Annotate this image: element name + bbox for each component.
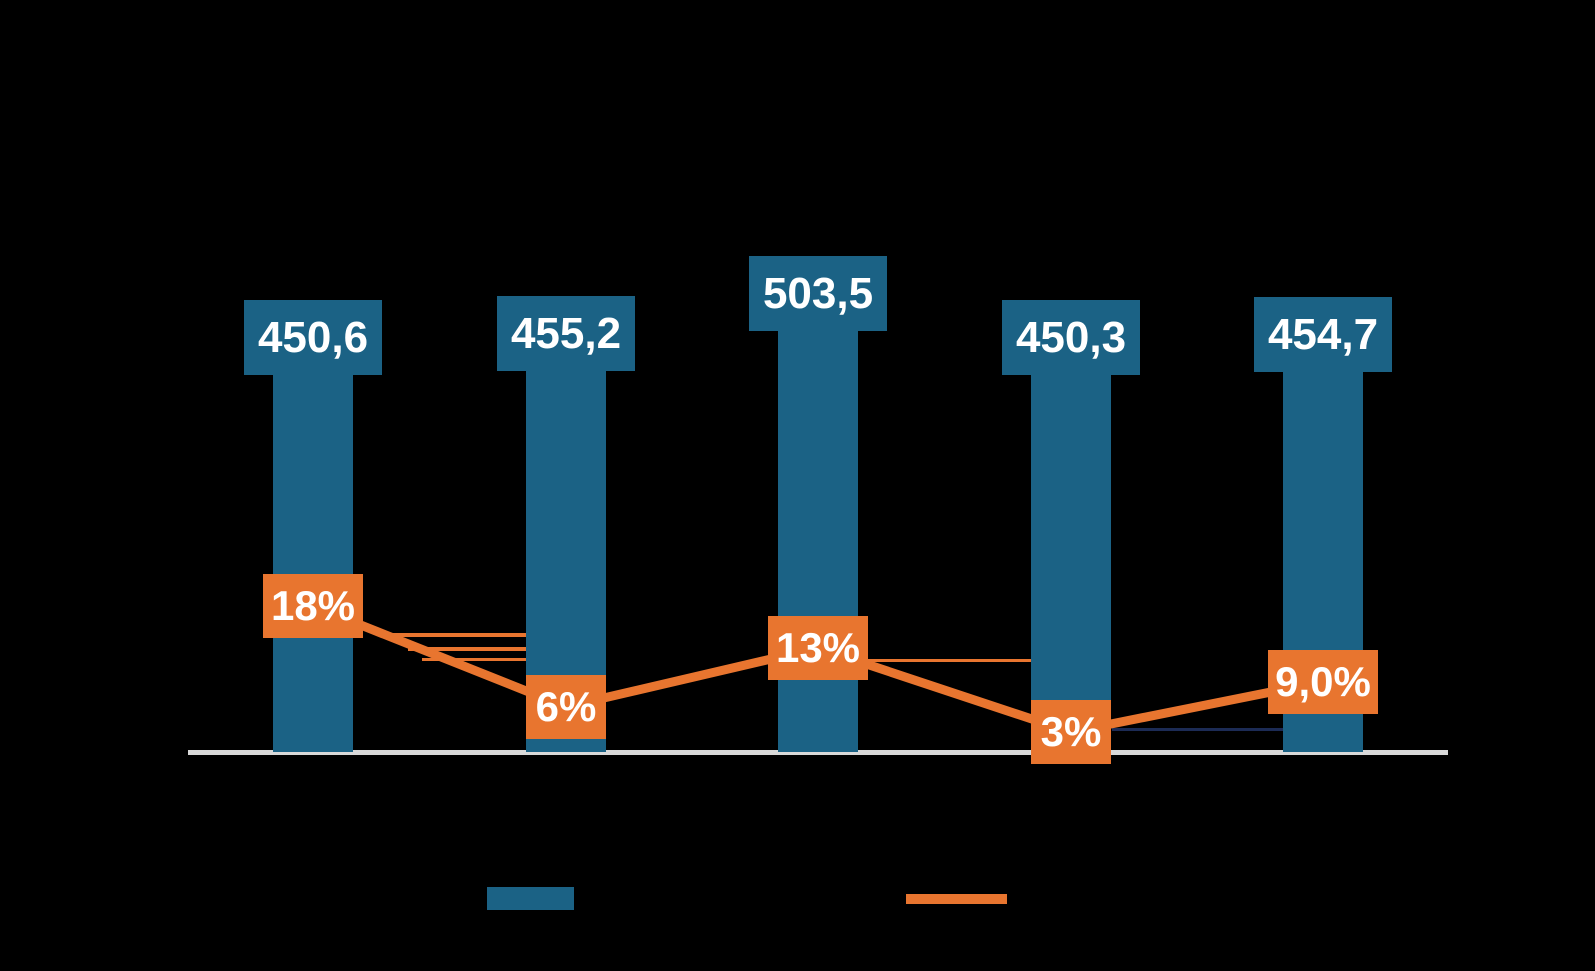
- x-axis-line: [188, 750, 1448, 755]
- bar-value-label: 455,2: [497, 296, 635, 371]
- bar-column: [778, 331, 858, 752]
- bar-value-label: 503,5: [749, 256, 887, 331]
- line-value-label: 3%: [1031, 700, 1111, 764]
- render-artifact-streak: [868, 659, 1031, 662]
- line-value-label: 9,0%: [1268, 649, 1378, 714]
- bar-column: [1031, 375, 1111, 752]
- bar-value-label: 450,3: [1002, 300, 1140, 375]
- line-value-label: 13%: [768, 616, 868, 680]
- bar-column: [273, 375, 353, 752]
- line-value-label: 18%: [263, 574, 363, 638]
- bar-value-label: 450,6: [244, 300, 382, 375]
- line-value-label: 6%: [526, 674, 606, 739]
- bar-value-label: 454,7: [1254, 297, 1392, 372]
- legend-line-swatch: [906, 894, 1007, 904]
- render-artifact-line: [1112, 728, 1283, 731]
- legend-bar-swatch: [487, 887, 574, 910]
